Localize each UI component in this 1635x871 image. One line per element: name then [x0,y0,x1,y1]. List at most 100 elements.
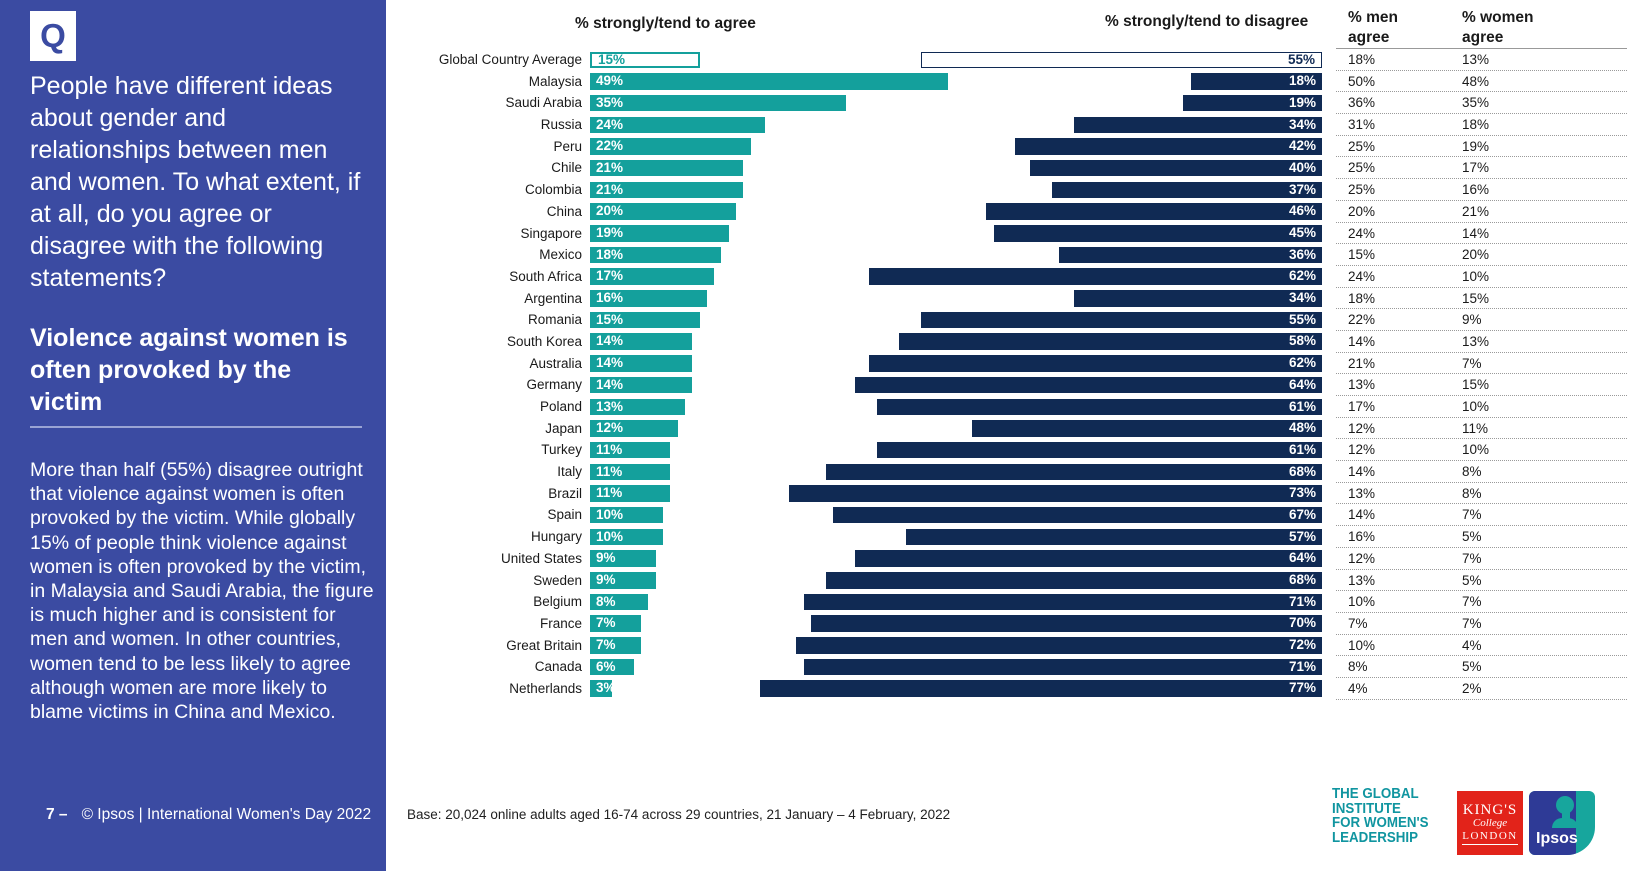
agree-bar: 9% [590,572,656,589]
row-separator [1336,611,1627,613]
row-separator [1336,590,1627,592]
women-agree-value: 19% [1462,138,1490,154]
row-separator [1336,395,1627,396]
men-agree-column-header: % men agree [1348,9,1398,46]
table-row: Chile 21% 40% 25% 17% [386,157,1635,180]
ipsos-profile-neck-icon [1562,812,1570,819]
women-agree-value: 10% [1462,442,1490,458]
disagree-bar: 57% [905,528,1322,546]
country-label: Colombia [524,182,582,198]
men-agree-value: 36% [1348,95,1376,111]
agree-value: 16% [596,290,624,306]
disagree-value: 46% [1288,203,1316,219]
women-agree-value: 9% [1462,312,1482,328]
agree-value: 9% [596,572,616,587]
disagree-value: 18% [1288,73,1316,89]
table-row: Belgium 8% 71% 10% 7% [386,591,1635,613]
country-label: South Africa [509,268,582,284]
agree-bar: 7% [590,615,642,632]
men-agree-value: 13% [1348,377,1376,393]
ipsos-profile-shoulder-icon [1552,818,1578,828]
disagree-bar: 36% [1059,246,1322,264]
disagree-value: 77% [1288,680,1316,696]
sidebar: Q People have different ideas about gend… [0,0,386,871]
row-separator [1336,655,1627,657]
ipsos-logo: Ipsos [1529,791,1595,855]
disagree-value: 45% [1288,225,1316,240]
men-agree-value: 20% [1348,203,1376,219]
row-separator [1336,373,1627,375]
agree-bar: 15% [590,51,700,68]
kings-logo-line: LONDON [1462,830,1518,845]
table-row: Spain 10% 67% 14% 7% [386,504,1635,527]
country-label: Malaysia [528,73,582,89]
agree-bar: 10% [590,506,663,524]
agree-value: 24% [596,116,624,132]
row-separator [1336,676,1627,678]
agree-bar: 15% [590,311,700,329]
disagree-value: 62% [1288,355,1316,371]
agree-bar: 12% [590,420,678,437]
agree-bar: 17% [590,268,715,285]
disagree-bar: 70% [811,615,1322,632]
row-separator [1336,113,1627,115]
table-row: Hungary 10% 57% 16% 5% [386,526,1635,548]
agree-value: 3% [596,680,612,696]
men-agree-value: 14% [1348,507,1376,523]
row-separator [1336,264,1627,266]
women-agree-value: 17% [1462,160,1490,176]
women-agree-value: 7% [1462,615,1482,631]
table-row: Italy 11% 68% 14% 8% [386,461,1635,483]
agree-value: 18% [596,246,624,262]
global-institute-logo: THE GLOBAL INSTITUTE FOR WOMEN'S LEADERS… [1332,787,1429,845]
women-agree-value: 7% [1462,594,1482,610]
agree-bar: 11% [590,485,671,502]
men-agree-value: 18% [1348,290,1376,306]
row-separator [1336,134,1627,136]
disagree-value: 57% [1288,528,1316,544]
country-label: Great Britain [506,637,582,653]
women-agree-value: 5% [1462,529,1482,545]
row-separator [1336,460,1627,462]
country-label: Italy [557,464,582,480]
table-row: Turkey 11% 61% 12% 10% [386,439,1635,462]
men-agree-value: 16% [1348,529,1376,545]
country-label: Peru [553,138,582,154]
table-row: Romania 15% 55% 22% 9% [386,309,1635,331]
row-separator [1336,525,1627,527]
agree-bar: 7% [590,637,642,654]
agree-value: 11% [596,463,623,479]
disagree-value: 64% [1288,550,1316,566]
table-header-rule [1336,48,1627,49]
disagree-bar: 18% [1190,73,1322,90]
agree-bar: 21% [590,159,744,177]
disagree-value: 55% [1287,51,1315,67]
disagree-value: 48% [1288,420,1316,436]
statement-title: Violence against women is often provoked… [30,324,348,416]
women-agree-value: 4% [1462,637,1482,653]
women-agree-value: 11% [1462,420,1489,436]
row-separator [1336,633,1627,635]
agree-bar: 14% [590,355,693,372]
row-separator [1336,243,1627,245]
disagree-value: 37% [1288,181,1316,197]
disagree-bar: 45% [993,225,1322,242]
agree-value: 10% [596,528,624,544]
agree-value: 17% [596,268,624,284]
giwl-logo-line: THE GLOBAL [1332,786,1419,802]
row-separator [1336,503,1627,505]
sidebar-footer: 7 – © Ipsos | International Women's Day 2… [46,806,371,824]
agree-bar: 35% [590,94,846,112]
country-label: Saudi Arabia [505,95,582,111]
disagree-bar: 68% [825,572,1322,589]
agree-bar: 19% [590,225,729,242]
row-separator [1336,221,1627,223]
disagree-bar: 34% [1073,290,1322,307]
agree-bar: 11% [590,463,671,481]
men-agree-value: 12% [1348,442,1376,458]
country-label: Sweden [533,572,582,588]
disagree-value: 58% [1288,333,1316,349]
row-separator [1336,178,1627,180]
table-row: Russia 24% 34% 31% 18% [386,114,1635,136]
giwl-logo-line: INSTITUTE [1332,800,1401,817]
